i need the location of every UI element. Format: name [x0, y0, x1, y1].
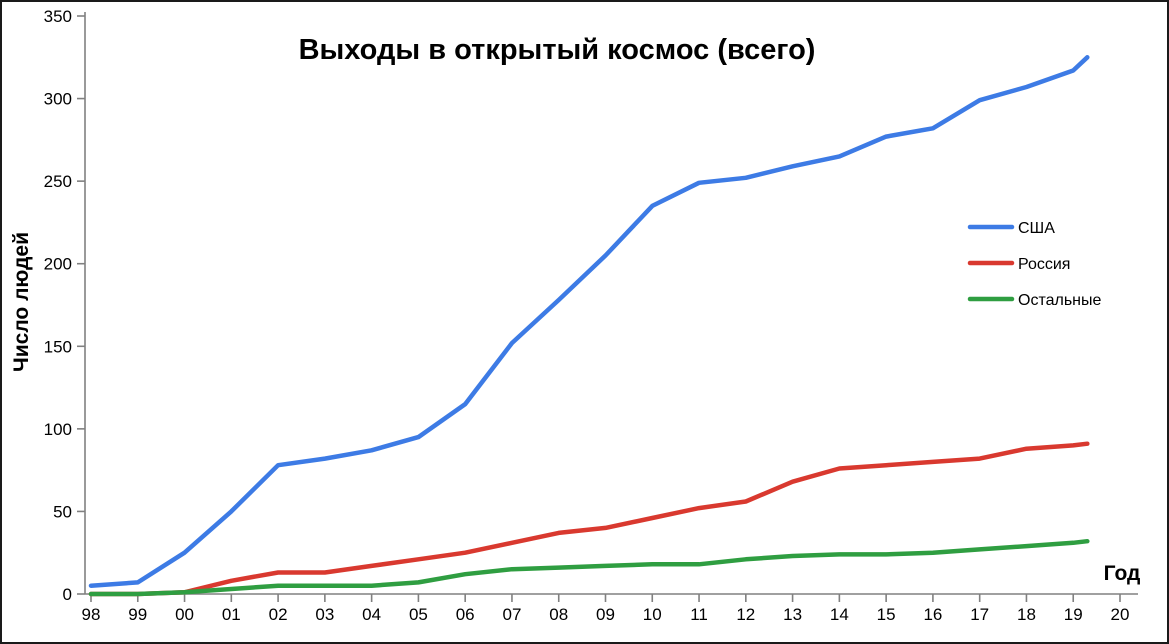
y-tick-label: 150 — [44, 337, 72, 356]
x-tick-label: 13 — [783, 605, 802, 624]
x-tick-label: 12 — [736, 605, 755, 624]
legend-label-russia: Россия — [1018, 256, 1070, 273]
x-tick-label: 06 — [456, 605, 475, 624]
y-tick-label: 50 — [53, 502, 72, 521]
series-line-others — [88, 538, 1090, 597]
x-tick-label: 08 — [549, 605, 568, 624]
y-tick-label: 300 — [44, 90, 72, 109]
legend-label-others: Остальные — [1018, 292, 1102, 309]
x-tick-label: 04 — [362, 605, 381, 624]
legend-label-usa: США — [1018, 220, 1055, 237]
x-axis-label: Год — [1104, 562, 1141, 585]
x-tick-label: 14 — [830, 605, 849, 624]
x-tick-label: 00 — [175, 605, 194, 624]
x-tick-label: 16 — [923, 605, 942, 624]
x-tick-label: 18 — [1017, 605, 1036, 624]
y-tick-label: 250 — [44, 172, 72, 191]
y-axis-label: Число людей — [10, 232, 33, 372]
x-tick-label: 20 — [1111, 605, 1130, 624]
x-tick-label: 05 — [409, 605, 428, 624]
x-tick-label: 03 — [315, 605, 334, 624]
x-tick-label: 10 — [643, 605, 662, 624]
x-tick-label: 07 — [502, 605, 521, 624]
x-tick-label: 98 — [82, 605, 101, 624]
x-tick-label: 99 — [128, 605, 147, 624]
x-tick-label: 17 — [970, 605, 989, 624]
series-line-russia — [88, 441, 1090, 597]
series-line-usa — [88, 55, 1090, 588]
x-tick-label: 02 — [269, 605, 288, 624]
x-tick-label: 09 — [596, 605, 615, 624]
y-tick-label: 200 — [44, 255, 72, 274]
x-tick-label: 01 — [222, 605, 241, 624]
x-tick-label: 11 — [690, 605, 708, 624]
x-tick-label: 19 — [1064, 605, 1083, 624]
y-tick-label: 350 — [44, 7, 72, 26]
y-tick-label: 0 — [63, 585, 72, 604]
x-tick-label: 15 — [877, 605, 896, 624]
chart-title: Выходы в открытый космос (всего) — [299, 34, 816, 66]
y-tick-label: 100 — [44, 420, 72, 439]
